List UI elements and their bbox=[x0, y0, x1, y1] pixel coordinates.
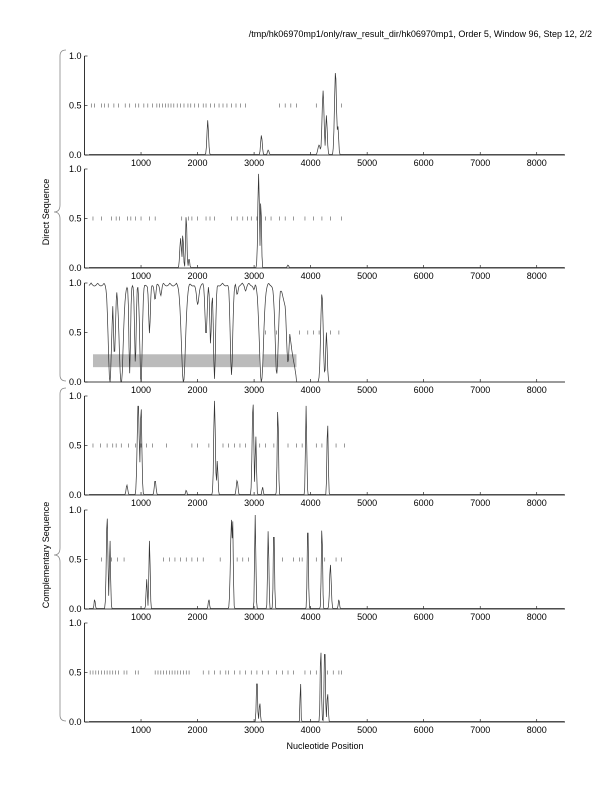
direct-sequence-label: Direct Sequence bbox=[41, 179, 51, 246]
x-tick-label: 3000 bbox=[244, 385, 264, 395]
y-tick-label: 0.5 bbox=[69, 441, 82, 451]
x-tick-label: 8000 bbox=[527, 725, 547, 735]
y-tick-label: 0.0 bbox=[69, 490, 82, 500]
y-tick-label: 0.5 bbox=[69, 101, 82, 111]
y-tick-label: 0.0 bbox=[69, 717, 82, 727]
y-tick-label: 0.0 bbox=[69, 263, 82, 273]
x-tick-label: 8000 bbox=[527, 158, 547, 168]
y-tick-label: 0.0 bbox=[69, 604, 82, 614]
y-tick-label: 1.0 bbox=[69, 391, 82, 401]
x-tick-label: 1000 bbox=[131, 158, 151, 168]
x-tick-label: 2000 bbox=[188, 385, 208, 395]
coding-potential-line bbox=[89, 514, 565, 609]
complementary-sequence-label: Complementary Sequence bbox=[41, 502, 51, 609]
coding-potential-line bbox=[89, 72, 565, 155]
x-tick-label: 1000 bbox=[131, 612, 151, 622]
x-tick-label: 5000 bbox=[357, 385, 377, 395]
x-tick-label: 4000 bbox=[301, 612, 321, 622]
x-tick-label: 7000 bbox=[470, 725, 490, 735]
coding-potential-line bbox=[88, 282, 565, 383]
x-tick-label: 3000 bbox=[244, 725, 264, 735]
complement-bracket bbox=[53, 387, 67, 722]
x-tick-label: 2000 bbox=[188, 158, 208, 168]
x-tick-label: 1000 bbox=[131, 725, 151, 735]
y-tick-label: 0.0 bbox=[69, 377, 82, 387]
x-axis-label: Nucleotide Position bbox=[286, 741, 363, 751]
x-tick-label: 2000 bbox=[188, 612, 208, 622]
direct-bracket bbox=[53, 49, 67, 382]
x-tick-label: 2000 bbox=[188, 498, 208, 508]
x-tick-label: 1000 bbox=[131, 271, 151, 281]
x-tick-label: 6000 bbox=[414, 158, 434, 168]
x-tick-label: 8000 bbox=[527, 385, 547, 395]
x-tick-label: 4000 bbox=[301, 158, 321, 168]
y-tick-label: 0.0 bbox=[69, 150, 82, 160]
coding-potential-line bbox=[89, 400, 565, 495]
orf-bar bbox=[262, 354, 297, 368]
y-tick-label: 0.5 bbox=[69, 328, 82, 338]
y-tick-label: 0.5 bbox=[69, 214, 82, 224]
x-tick-label: 6000 bbox=[414, 385, 434, 395]
x-tick-label: 5000 bbox=[357, 158, 377, 168]
x-tick-label: 3000 bbox=[244, 612, 264, 622]
x-tick-label: 8000 bbox=[527, 612, 547, 622]
orf-bar bbox=[92, 354, 260, 368]
x-tick-label: 8000 bbox=[527, 498, 547, 508]
x-tick-label: 4000 bbox=[301, 498, 321, 508]
coding-potential-line bbox=[89, 173, 565, 268]
y-tick-label: 1.0 bbox=[69, 278, 82, 288]
x-tick-label: 7000 bbox=[470, 612, 490, 622]
x-tick-label: 4000 bbox=[301, 385, 321, 395]
y-tick-label: 0.5 bbox=[69, 668, 82, 678]
x-tick-label: 8000 bbox=[527, 271, 547, 281]
x-tick-label: 7000 bbox=[470, 498, 490, 508]
x-tick-label: 7000 bbox=[470, 158, 490, 168]
x-tick-label: 4000 bbox=[301, 725, 321, 735]
y-tick-label: 0.5 bbox=[69, 555, 82, 565]
y-tick-label: 1.0 bbox=[69, 618, 82, 628]
x-tick-label: 6000 bbox=[414, 612, 434, 622]
x-tick-label: 3000 bbox=[244, 158, 264, 168]
x-tick-label: 3000 bbox=[244, 498, 264, 508]
x-tick-label: 2000 bbox=[188, 271, 208, 281]
x-tick-label: 7000 bbox=[470, 271, 490, 281]
x-tick-label: 1000 bbox=[131, 498, 151, 508]
x-tick-label: 6000 bbox=[414, 498, 434, 508]
x-tick-label: 7000 bbox=[470, 385, 490, 395]
x-tick-label: 1000 bbox=[131, 385, 151, 395]
coding-potential-line bbox=[89, 652, 565, 722]
y-tick-label: 1.0 bbox=[69, 505, 82, 515]
x-tick-label: 5000 bbox=[357, 612, 377, 622]
x-tick-label: 6000 bbox=[414, 271, 434, 281]
x-tick-label: 3000 bbox=[244, 271, 264, 281]
x-tick-label: 4000 bbox=[301, 271, 321, 281]
x-tick-label: 2000 bbox=[188, 725, 208, 735]
y-tick-label: 1.0 bbox=[69, 164, 82, 174]
x-tick-label: 5000 bbox=[357, 498, 377, 508]
x-tick-label: 5000 bbox=[357, 725, 377, 735]
x-tick-label: 6000 bbox=[414, 725, 434, 735]
x-tick-label: 5000 bbox=[357, 271, 377, 281]
y-tick-label: 1.0 bbox=[69, 51, 82, 61]
plot-title: /tmp/hk06970mp1/only/raw_result_dir/hk06… bbox=[248, 29, 592, 39]
